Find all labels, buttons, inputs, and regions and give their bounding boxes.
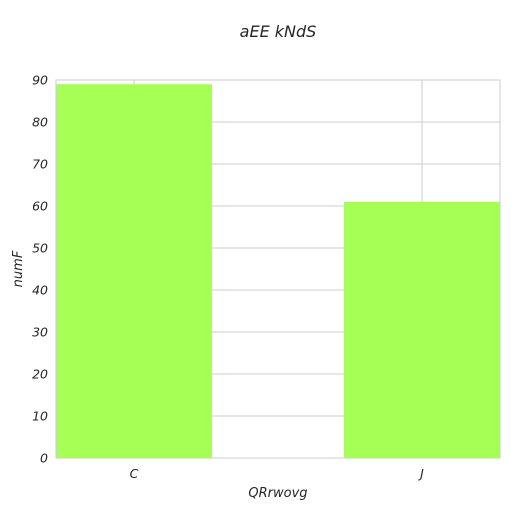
y-tick-label: 0	[40, 451, 48, 466]
y-tick-labels: 0 10 20 30 40 50 60 70 80 90	[32, 73, 48, 466]
y-tick-label: 60	[32, 199, 48, 214]
x-axis-label: QRrwovg	[248, 486, 307, 501]
y-tick-label: 20	[32, 367, 48, 382]
x-tick-label: J	[417, 466, 424, 481]
y-tick-label: 40	[32, 283, 48, 298]
y-tick-label: 90	[32, 73, 48, 88]
y-tick-label: 50	[32, 241, 48, 256]
plot-frame	[55, 79, 501, 459]
y-tick-label: 10	[32, 409, 48, 424]
y-axis-label: numF	[11, 250, 26, 287]
x-tick-label: C	[130, 466, 139, 481]
y-tick-label: 70	[32, 157, 48, 172]
bar	[344, 201, 500, 459]
y-tick-label: 30	[32, 325, 48, 340]
y-tick-label: 80	[32, 115, 48, 130]
chart-title: aEE kNdS	[240, 22, 317, 41]
bars	[56, 84, 500, 459]
bar	[56, 84, 212, 458]
